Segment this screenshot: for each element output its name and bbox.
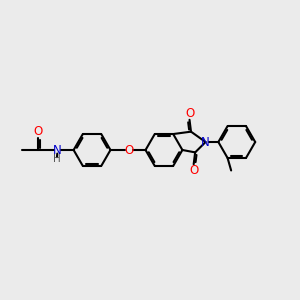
Text: N: N <box>53 143 62 157</box>
Text: H: H <box>53 154 61 164</box>
Text: O: O <box>189 164 198 177</box>
Text: O: O <box>33 125 43 138</box>
Text: O: O <box>185 107 194 120</box>
Text: N: N <box>201 136 210 148</box>
Text: O: O <box>124 143 134 157</box>
